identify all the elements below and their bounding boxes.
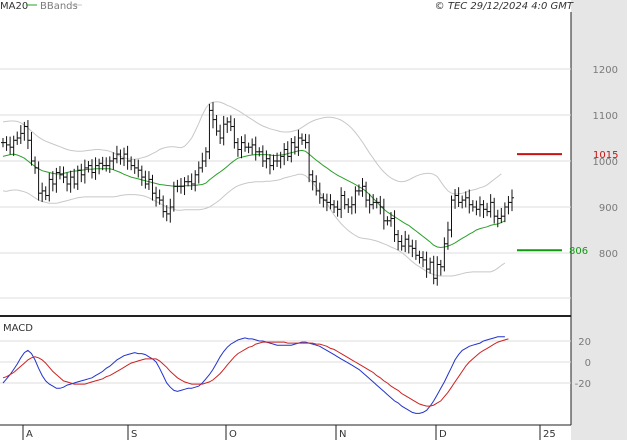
macd-label: MACD [3,323,33,334]
price-bars [1,102,514,286]
support-label: 806 [569,246,588,257]
price-panel [0,12,571,315]
price-tick-label: 900 [599,203,618,214]
macd-tick-label: 0 [585,358,591,369]
x-tick-label: S [131,429,137,440]
ma20-line [2,149,506,249]
price-tick-label: 1000 [593,157,618,168]
bollinger-bands [2,101,506,277]
bb-lower-line [2,173,506,277]
price-tick-label: 800 [599,249,618,260]
legend-ma20: MA20 [0,1,28,12]
signal-polyline [2,338,509,407]
x-tick-label: O [229,429,237,440]
macd-tick-label: 20 [578,337,591,348]
x-tick-label: N [339,429,346,440]
price-y-ticks: 800 900 1000 1100 1200 [593,65,618,260]
x-tick-label: D [439,429,447,440]
macd-lines [2,336,509,414]
resistance-label: 1015 [593,150,618,161]
price-tick-label: 1100 [593,111,618,122]
x-axis-ticks: A S O N D 25 [22,425,556,440]
macd-grid [0,340,571,384]
copyright: © TEC 29/12/2024 4:0 GMT [435,1,574,12]
price-grid [0,68,571,299]
x-tick-label: A [26,429,33,440]
macd-panel [0,318,571,425]
bb-upper-line [2,101,502,195]
price-levels: 1015 806 [517,150,618,257]
axis-band [571,0,627,440]
price-tick-label: 1200 [593,65,618,76]
macd-tick-label: -20 [575,379,591,390]
macd-y-ticks: -20 0 20 [575,337,591,390]
ma20-polyline [2,149,506,249]
legend-bbands: BBands [40,1,78,12]
macd-polyline [2,336,505,414]
legend: MA20 BBands [0,1,82,12]
x-tick-label: 25 [543,429,556,440]
